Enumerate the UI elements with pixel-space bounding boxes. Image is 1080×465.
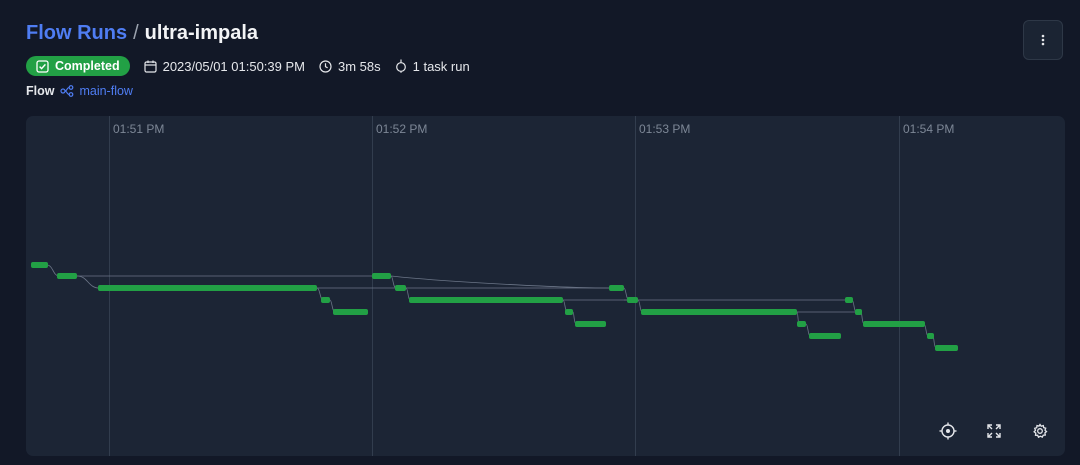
task-run-bar[interactable] bbox=[927, 333, 934, 339]
task-run-bar[interactable] bbox=[372, 273, 391, 279]
flow-label: Flow bbox=[26, 84, 55, 98]
flow-run-name: ultra-impala bbox=[144, 22, 259, 44]
task-runs: 1 task run bbox=[395, 59, 470, 74]
task-run-bar[interactable] bbox=[935, 345, 958, 351]
task-run-bar[interactable] bbox=[855, 309, 862, 315]
task-runs-text: 1 task run bbox=[412, 58, 470, 74]
task-run-bar[interactable] bbox=[627, 297, 638, 303]
tick-label-1: 01:51 PM bbox=[113, 122, 164, 136]
page-header: Flow Runs / ultra-impala bbox=[26, 20, 258, 46]
flow-link[interactable]: main-flow bbox=[60, 84, 133, 98]
task-run-icon bbox=[395, 59, 406, 73]
fullscreen-button[interactable] bbox=[982, 419, 1006, 443]
more-options-button[interactable] bbox=[1023, 20, 1063, 60]
clock-icon bbox=[319, 59, 332, 73]
tick-label-2: 01:52 PM bbox=[376, 122, 427, 136]
breadcrumb-separator: / bbox=[133, 22, 139, 44]
calendar-icon bbox=[143, 60, 157, 73]
flow-icon bbox=[60, 85, 74, 97]
edge bbox=[76, 275, 100, 289]
status-label: Completed bbox=[55, 59, 120, 73]
task-run-bars[interactable] bbox=[31, 262, 958, 351]
task-run-bar[interactable] bbox=[57, 273, 77, 279]
task-run-bar[interactable] bbox=[641, 309, 797, 315]
task-run-bar[interactable] bbox=[333, 309, 368, 315]
gear-icon bbox=[1033, 423, 1048, 439]
duration-text: 3m 58s bbox=[337, 58, 381, 74]
check-square-icon bbox=[36, 59, 49, 73]
flow-name: main-flow bbox=[79, 84, 133, 98]
page-title: Flow Runs / ultra-impala bbox=[26, 20, 258, 46]
edge bbox=[390, 275, 610, 289]
tick-label-3: 01:53 PM bbox=[639, 122, 690, 136]
task-run-bar[interactable] bbox=[809, 333, 841, 339]
task-run-bar[interactable] bbox=[575, 321, 606, 327]
task-run-bar[interactable] bbox=[845, 297, 853, 303]
tick-label-4: 01:54 PM bbox=[903, 122, 954, 136]
task-run-bar[interactable] bbox=[31, 262, 48, 268]
duration: 3m 58s bbox=[319, 59, 381, 74]
task-run-bar[interactable] bbox=[98, 285, 317, 291]
start-time: 2023/05/01 01:50:39 PM bbox=[143, 58, 305, 74]
recenter-button[interactable] bbox=[936, 419, 960, 443]
timeline-panel[interactable]: 01:51 PM 01:52 PM 01:53 PM 01:54 PM bbox=[26, 116, 1065, 456]
flow-info: Flow main-flow bbox=[26, 84, 133, 98]
settings-button[interactable] bbox=[1028, 419, 1052, 443]
crosshair-icon bbox=[939, 422, 957, 440]
timeline-tick-labels: 01:51 PM 01:52 PM 01:53 PM 01:54 PM bbox=[113, 122, 954, 136]
task-run-bar[interactable] bbox=[395, 285, 406, 291]
kebab-menu-icon bbox=[1041, 34, 1045, 46]
task-run-bar[interactable] bbox=[321, 297, 330, 303]
task-run-bar[interactable] bbox=[609, 285, 624, 291]
flow-run-meta: Completed 2023/05/01 01:50:39 PM 3m 58s … bbox=[26, 56, 470, 76]
start-time-text: 2023/05/01 01:50:39 PM bbox=[162, 58, 305, 74]
dependency-edges bbox=[46, 264, 937, 349]
timeline-canvas[interactable]: 01:51 PM 01:52 PM 01:53 PM 01:54 PM bbox=[26, 116, 1065, 456]
status-badge: Completed bbox=[26, 56, 130, 76]
task-run-bar[interactable] bbox=[409, 297, 563, 303]
task-run-bar[interactable] bbox=[797, 321, 806, 327]
task-run-bar[interactable] bbox=[863, 321, 925, 327]
task-run-bar[interactable] bbox=[565, 309, 573, 315]
fullscreen-icon bbox=[987, 424, 1001, 438]
breadcrumb-flow-runs[interactable]: Flow Runs bbox=[26, 22, 128, 44]
